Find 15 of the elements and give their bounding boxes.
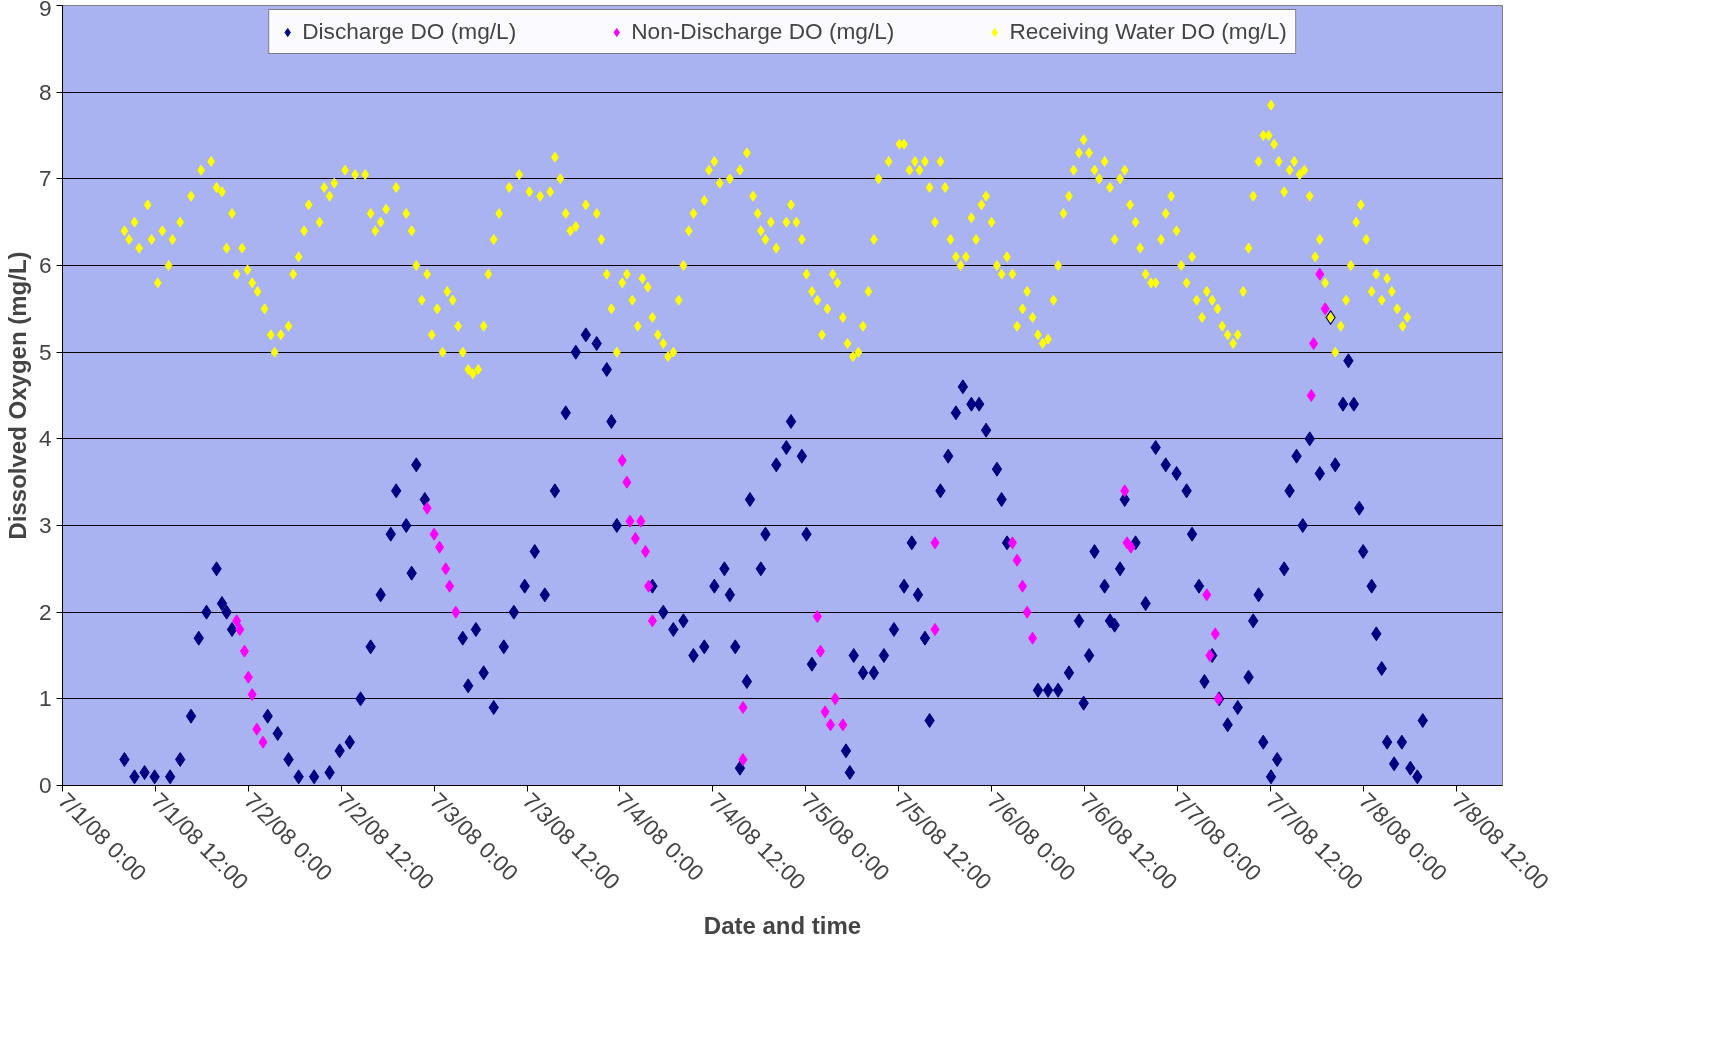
y-axis-title: Dissolved Oxygen (mg/L) [3,251,31,540]
legend-label: Non-Discharge DO (mg/L) [631,18,895,45]
y-tick-label: 1 [38,685,52,712]
y-tick-label: 3 [38,512,52,538]
y-tick-label: 5 [38,338,52,365]
y-tick-label: 2 [38,598,52,625]
y-tick-label: 4 [38,425,52,452]
y-tick-label: 0 [38,772,52,798]
legend-label: Receiving Water DO (mg/L) [1009,18,1287,45]
x-axis-title: Date and time [703,911,862,939]
y-tick-label: 9 [38,0,52,21]
y-tick-label: 8 [38,78,52,105]
y-tick-label: 7 [38,165,52,192]
y-tick-label: 6 [38,252,52,278]
legend-label: Discharge DO (mg/L) [302,18,517,45]
